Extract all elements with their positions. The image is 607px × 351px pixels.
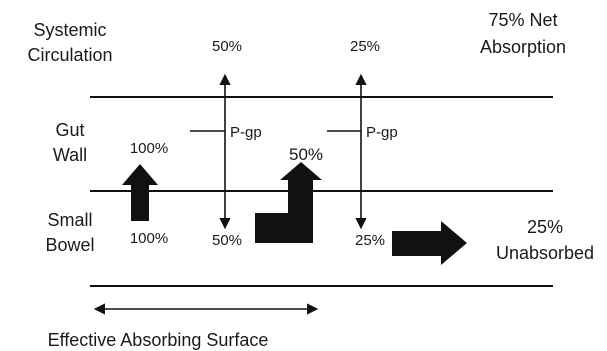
entry-block-arrow bbox=[122, 164, 158, 221]
entry-wall-percent: 100% bbox=[130, 140, 168, 157]
second-pgp-label: P-gp bbox=[366, 124, 398, 141]
effective-surface-label: Effective Absorbing Surface bbox=[48, 330, 269, 350]
unabsorbed-line1: 25% bbox=[527, 217, 563, 237]
transfer-block-arrow bbox=[255, 162, 322, 243]
systemic-label-line1: Systemic bbox=[33, 20, 106, 40]
first-pgp-label: P-gp bbox=[230, 124, 262, 141]
first-return-percent: 50% bbox=[212, 232, 242, 249]
net-absorption-line1: 75% Net bbox=[488, 10, 557, 30]
second-systemic-percent: 25% bbox=[350, 38, 380, 55]
unabsorbed-block-arrow bbox=[392, 221, 467, 265]
second-return-percent: 25% bbox=[355, 232, 385, 249]
unabsorbed-line2: Unabsorbed bbox=[496, 243, 594, 263]
first-systemic-percent: 50% bbox=[212, 38, 242, 55]
systemic-label-line2: Circulation bbox=[27, 45, 112, 65]
gut-wall-label-line2: Wall bbox=[53, 145, 87, 165]
second-wall-percent: 50% bbox=[289, 145, 323, 164]
small-bowel-label-line2: Bowel bbox=[45, 235, 94, 255]
entry-bowel-percent: 100% bbox=[130, 230, 168, 247]
small-bowel-label-line1: Small bbox=[47, 210, 92, 230]
gut-wall-label-line1: Gut bbox=[55, 120, 84, 140]
net-absorption-line2: Absorption bbox=[480, 37, 566, 57]
